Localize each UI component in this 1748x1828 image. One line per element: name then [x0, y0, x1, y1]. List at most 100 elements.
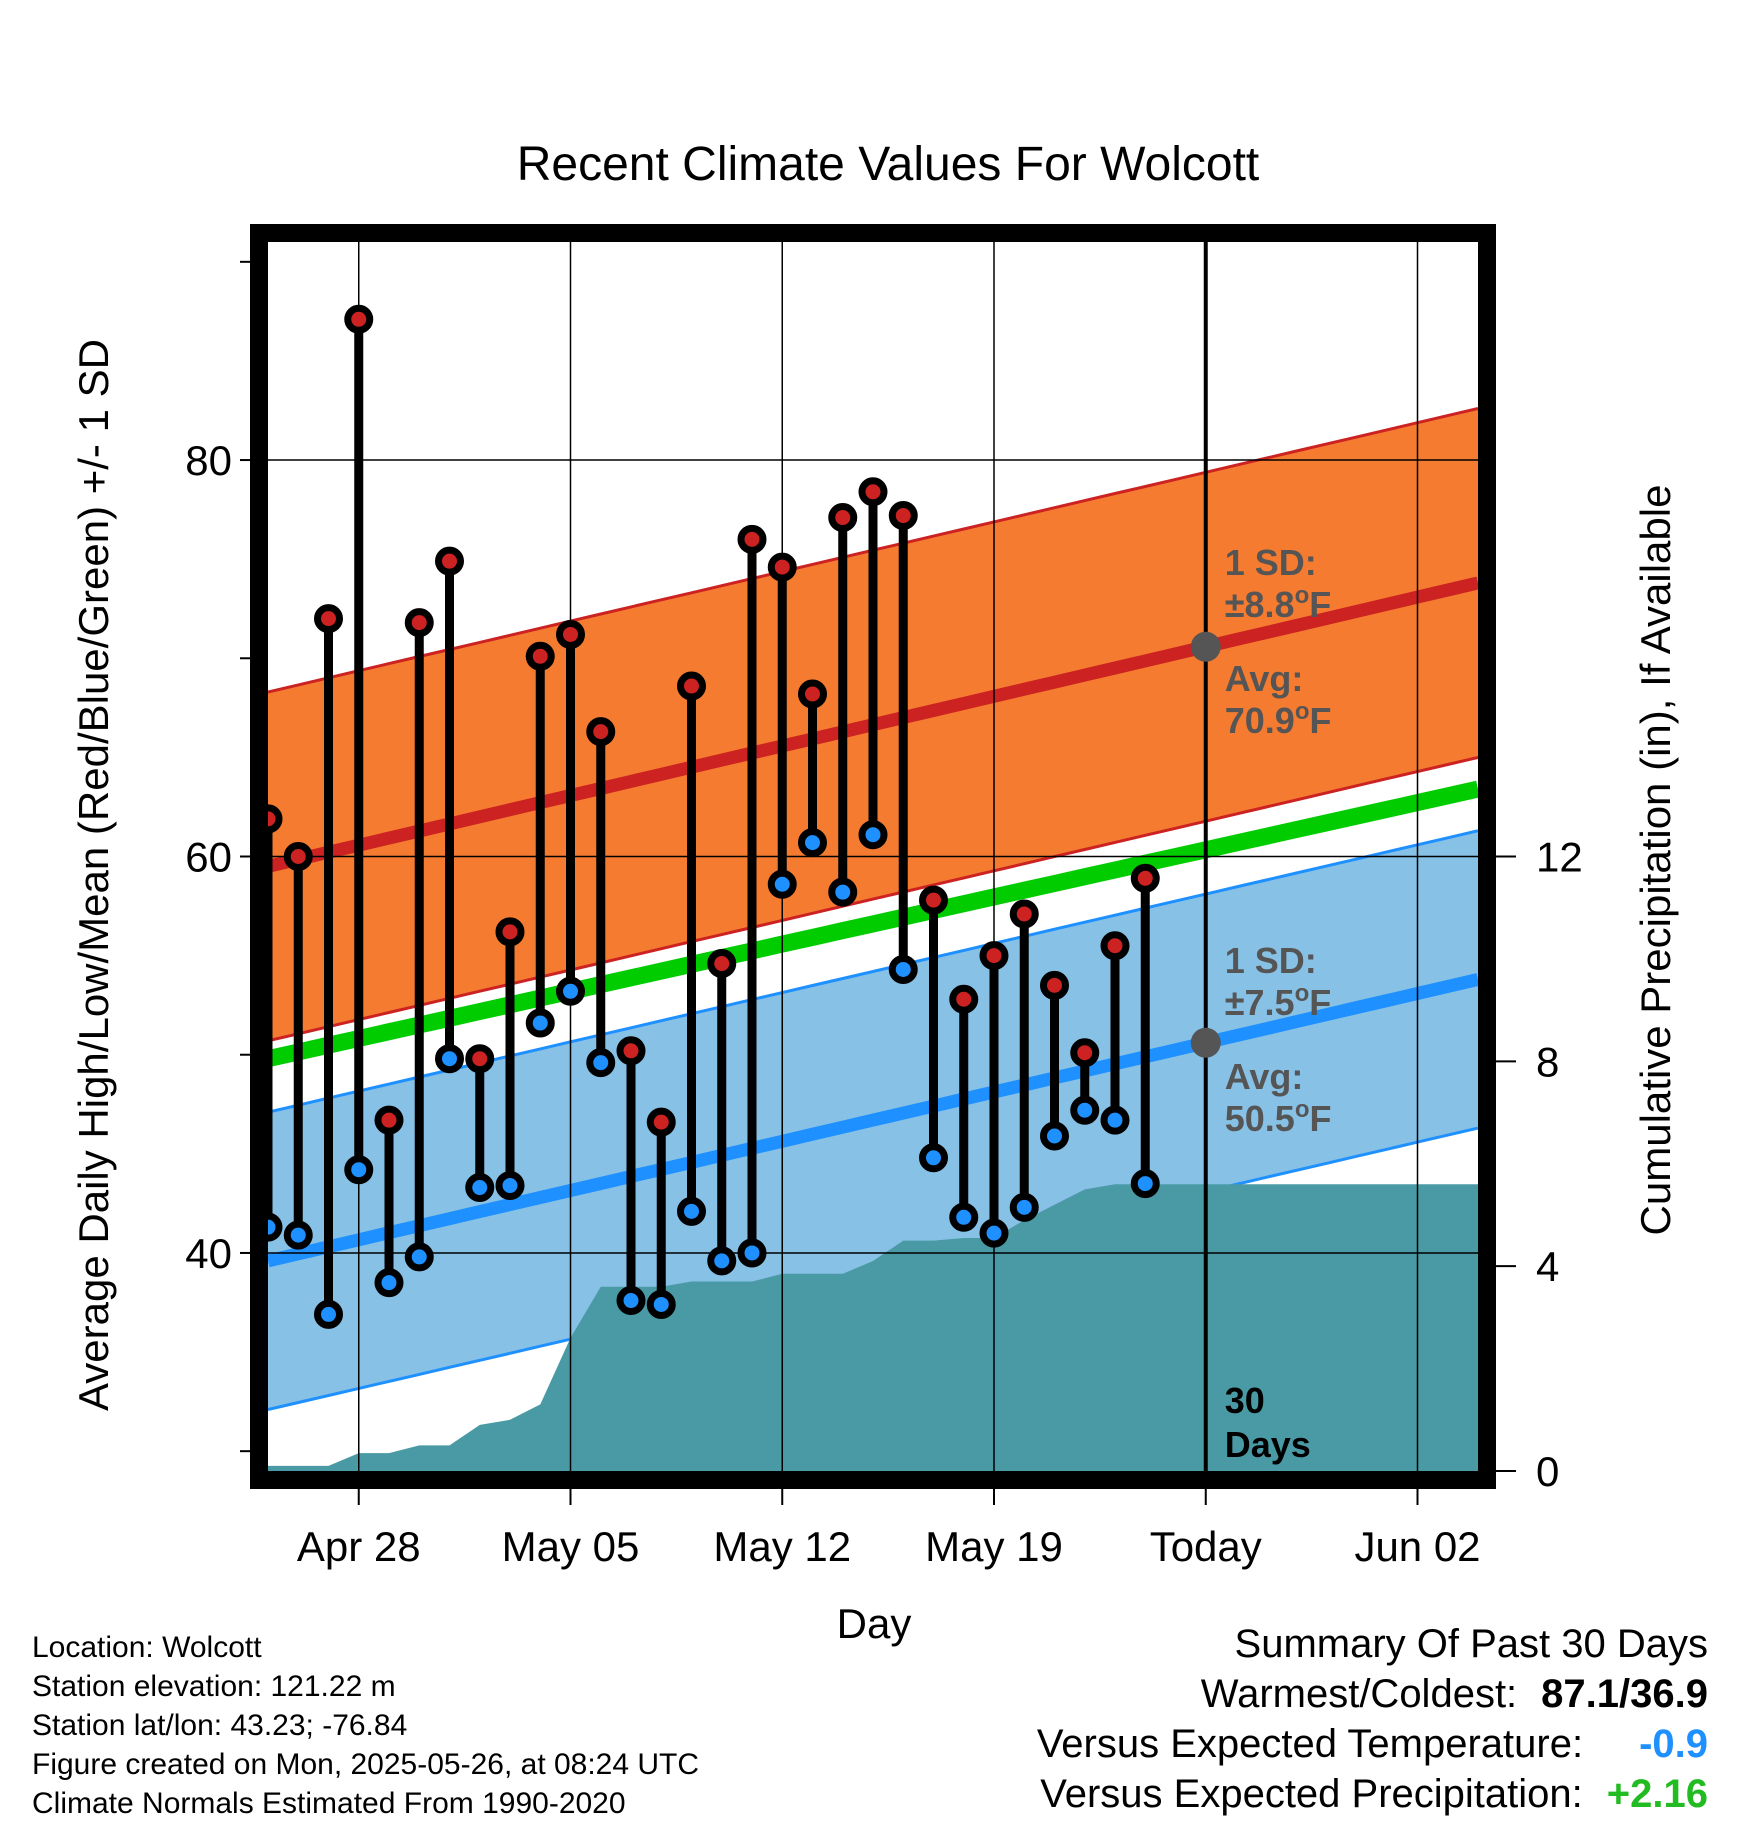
y-tick-label: 60	[185, 834, 232, 881]
daily-low-point	[707, 1246, 737, 1276]
daily-high-point	[677, 671, 706, 701]
daily-high-point	[646, 1107, 676, 1137]
daily-high-point	[314, 604, 343, 634]
daily-low-point	[525, 1008, 555, 1038]
mean-average-line	[268, 780, 1478, 1067]
low-sd-value-unit: F	[1309, 982, 1331, 1023]
y2-tick-label: 12	[1536, 834, 1583, 881]
today-high-average-marker	[1190, 631, 1221, 662]
daily-low-point	[314, 1299, 343, 1329]
high-sd-label-value: 1 SD:	[1225, 542, 1317, 583]
y-axis-label: Average Daily High/Low/Mean (Red/Blue/Gr…	[70, 339, 117, 1411]
daily-low-point	[268, 1212, 283, 1242]
daily-low-point	[283, 1220, 313, 1250]
x-tick-label: May 05	[502, 1523, 640, 1570]
location-text: Location: Wolcott	[32, 1631, 262, 1664]
temp-label: Versus Expected Temperature:	[1036, 1722, 1584, 1766]
temp-value: -0.9	[1639, 1722, 1708, 1766]
daily-low-point	[404, 1242, 434, 1272]
daily-high-point	[1070, 1038, 1100, 1068]
x-tick-label: Today	[1150, 1523, 1262, 1570]
daily-high-point	[888, 501, 918, 531]
chart-title: Recent Climate Values For Wolcott	[517, 138, 1260, 191]
high-avg-label: Avg:	[1225, 658, 1304, 699]
normals-text: Climate Normals Estimated From 1990-2020	[32, 1787, 626, 1820]
high-avg-label-value: Avg:	[1225, 658, 1304, 699]
daily-high-point	[767, 552, 797, 582]
daily-high-point	[268, 804, 283, 834]
days-text-label: Days	[1225, 1424, 1311, 1465]
plot-frame	[250, 224, 1496, 1489]
x-tick-label: May 12	[713, 1523, 851, 1570]
days-text-label-value: Days	[1225, 1424, 1311, 1465]
daily-low-point	[495, 1171, 525, 1201]
daily-high-point	[556, 619, 585, 649]
daily-high-point	[1009, 899, 1039, 929]
high-sd-value-degree: o	[1295, 582, 1310, 609]
daily-high-point	[979, 941, 1009, 971]
daily-low-point	[556, 976, 585, 1006]
created-text: Figure created on Mon, 2025-05-26, at 08…	[32, 1748, 700, 1781]
low-sd-value-value: ±7.5	[1225, 982, 1295, 1023]
low-avg-value-value: 50.5	[1225, 1098, 1295, 1139]
daily-low-point	[828, 877, 858, 907]
daily-high-point	[919, 885, 948, 915]
daily-high-point	[495, 917, 525, 947]
y2-axis-label: Cumulative Precipitation (in), If Availa…	[1632, 485, 1679, 1236]
daily-low-point	[1009, 1192, 1039, 1222]
daily-high-point	[586, 717, 616, 747]
low-avg-value: 50.5oF	[1225, 1096, 1332, 1139]
daily-high-point	[949, 984, 979, 1014]
daily-high-point	[828, 503, 858, 533]
precip-row: Versus Expected Precipitation: +2.16	[1037, 1772, 1708, 1822]
daily-low-point	[646, 1289, 676, 1319]
daily-high-point	[1100, 931, 1130, 961]
summary-panel: Summary Of Past 30 Days Warmest/Coldest:…	[1037, 1622, 1708, 1822]
y2-tick-label: 0	[1536, 1448, 1559, 1495]
high-avg-value-value: 70.9	[1225, 700, 1295, 741]
daily-high-point	[435, 546, 464, 576]
daily-low-point	[344, 1155, 374, 1185]
daily-low-point	[919, 1143, 948, 1173]
high-sd-value-unit: F	[1309, 584, 1331, 625]
daily-low-point	[888, 954, 918, 984]
daily-low-point	[949, 1202, 979, 1232]
daily-low-point	[586, 1048, 616, 1078]
high-sd-value-value: ±8.8	[1225, 584, 1295, 625]
daily-low-point	[767, 869, 797, 899]
daily-high-point	[283, 842, 313, 871]
precip-value: +2.16	[1606, 1772, 1708, 1816]
high-avg-value-degree: o	[1295, 698, 1310, 725]
low-sd-label-value: 1 SD:	[1225, 940, 1317, 981]
daily-high-point	[858, 477, 888, 507]
precip-label: Versus Expected Precipitation:	[1040, 1772, 1583, 1816]
high-avg-value-unit: F	[1310, 700, 1332, 741]
daily-high-point	[737, 524, 767, 554]
days-count-label: 30	[1225, 1380, 1265, 1421]
daily-low-point	[435, 1044, 464, 1074]
daily-low-point	[858, 820, 888, 850]
daily-low-point	[616, 1286, 646, 1316]
daily-high-point	[1040, 970, 1069, 1000]
low-sd-label: 1 SD:	[1225, 940, 1317, 981]
daily-low-point	[1100, 1105, 1130, 1135]
daily-high-point	[344, 304, 374, 334]
high-band-lower-edge	[268, 755, 1478, 1043]
temp-row: Versus Expected Temperature: -0.9	[1037, 1722, 1708, 1772]
summary-heading: Summary Of Past 30 Days	[1234, 1622, 1708, 1666]
latlon-text: Station lat/lon: 43.23; -76.84	[32, 1709, 408, 1742]
daily-high-point	[374, 1105, 404, 1135]
low-sd-value: ±7.5oF	[1225, 980, 1331, 1023]
y2-tick-label: 8	[1536, 1038, 1559, 1085]
daily-low-point	[1130, 1169, 1160, 1199]
daily-high-point	[616, 1036, 646, 1066]
today-low-average-marker	[1190, 1027, 1221, 1058]
low-avg-value-unit: F	[1310, 1098, 1332, 1139]
y-tick-label: 40	[185, 1230, 232, 1277]
daily-low-point	[677, 1196, 706, 1226]
elevation-text: Station elevation: 121.22 m	[32, 1670, 396, 1703]
low-avg-label-value: Avg:	[1225, 1056, 1304, 1097]
low-avg-value-degree: o	[1295, 1096, 1310, 1123]
x-tick-label: Jun 02	[1354, 1523, 1480, 1570]
daily-low-point	[374, 1268, 404, 1298]
